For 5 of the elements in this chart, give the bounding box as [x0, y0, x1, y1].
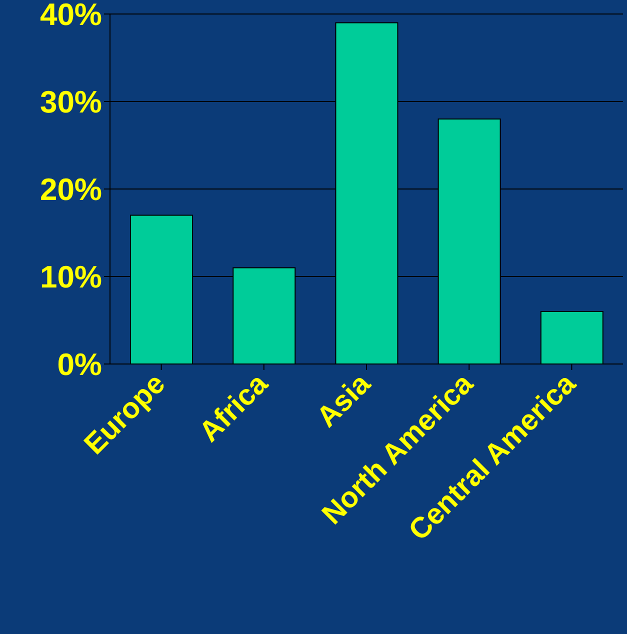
y-tick-label: 40%: [40, 0, 102, 32]
y-tick-label: 20%: [40, 172, 102, 208]
y-tick-label: 30%: [40, 84, 102, 120]
y-tick-label: 10%: [40, 260, 102, 295]
y-tick-label: 0%: [57, 347, 102, 382]
